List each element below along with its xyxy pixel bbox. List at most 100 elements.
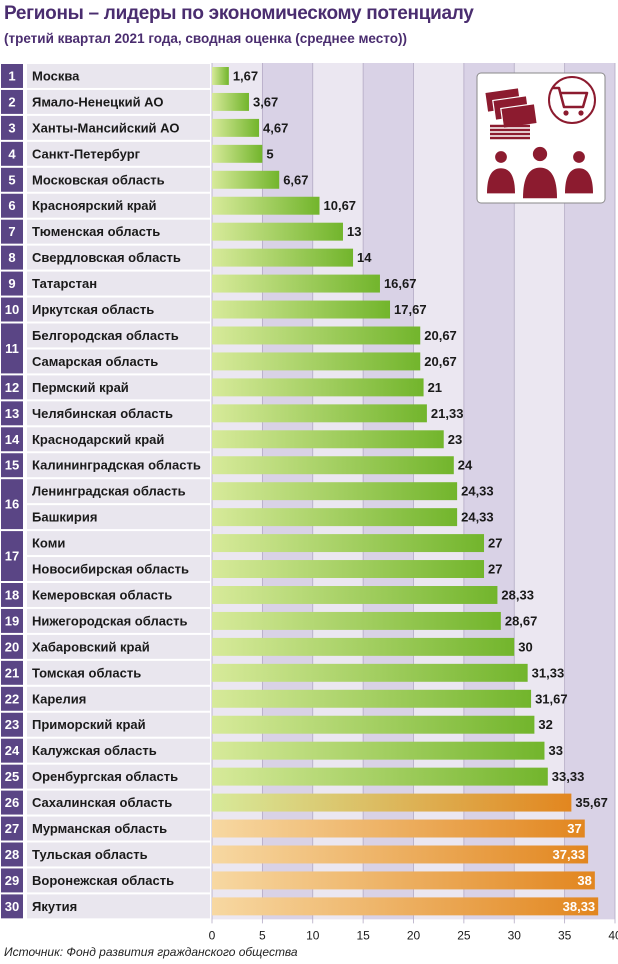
rank-label: 16 — [5, 497, 19, 512]
tick-label: 15 — [356, 928, 370, 942]
bar — [212, 637, 515, 656]
person-head — [532, 146, 548, 162]
category-label: Мурманская область — [32, 821, 167, 836]
rank-box — [1, 141, 23, 166]
row-band — [27, 245, 210, 270]
rank-box — [1, 608, 23, 633]
rank-label: 12 — [5, 380, 19, 395]
row-band — [27, 167, 210, 192]
category-label: Сахалинская область — [32, 795, 172, 810]
rank-label: 27 — [5, 821, 19, 836]
bar — [212, 456, 454, 475]
rank-label: 17 — [5, 549, 19, 564]
bar — [212, 326, 421, 345]
person-head — [573, 151, 585, 163]
rank-box — [1, 219, 23, 244]
rank-label: 19 — [5, 613, 19, 628]
banknote-icon — [500, 103, 538, 129]
rank-label: 30 — [5, 899, 19, 914]
bar — [212, 586, 498, 604]
value-label: 35,67 — [575, 795, 608, 810]
category-label: Карелия — [32, 691, 86, 706]
row-band — [27, 219, 210, 244]
rank-box — [1, 738, 23, 763]
row-band — [27, 271, 210, 296]
value-label: 21 — [428, 380, 442, 395]
value-label: 1,67 — [233, 68, 258, 83]
row-band — [27, 479, 210, 504]
rank-label: 8 — [8, 250, 15, 265]
rank-box — [1, 297, 23, 322]
row-band — [27, 868, 210, 893]
rank-box — [1, 686, 23, 711]
bar — [212, 118, 260, 137]
value-label: 24,33 — [461, 484, 494, 499]
row-band — [27, 608, 210, 633]
row-band — [27, 816, 210, 841]
rank-label: 1 — [8, 68, 15, 83]
category-label: Краснодарский край — [32, 432, 164, 447]
row-band — [27, 686, 210, 711]
category-label: Красноярский край — [32, 198, 156, 213]
row-band — [27, 842, 210, 867]
value-label: 37,33 — [553, 847, 586, 862]
value-label: 38,33 — [563, 899, 596, 914]
row-band — [27, 115, 210, 140]
value-label: 10,67 — [324, 198, 357, 213]
rank-box — [1, 245, 23, 270]
value-label: 38 — [577, 873, 591, 888]
row-band — [27, 634, 210, 659]
value-label: 13 — [347, 224, 361, 239]
bar — [212, 611, 501, 630]
row-band — [27, 583, 210, 607]
rank-box — [1, 479, 23, 530]
rank-box — [1, 375, 23, 400]
rank-label: 4 — [8, 146, 16, 161]
value-label: 37 — [567, 821, 581, 836]
shopping-cart-icon — [553, 86, 589, 109]
bar — [212, 560, 485, 578]
bar — [212, 274, 380, 293]
rank-box — [1, 764, 23, 789]
rank-label: 9 — [8, 276, 15, 291]
value-label: 17,67 — [394, 302, 427, 317]
category-label: Калужская область — [32, 743, 157, 758]
row-band — [27, 349, 210, 374]
tick-label: 5 — [259, 928, 266, 942]
rank-label: 14 — [5, 432, 20, 447]
rank-box — [1, 64, 23, 88]
category-label: Белгородская область — [32, 328, 179, 343]
category-label: Калининградская область — [32, 458, 201, 473]
rank-box — [1, 167, 23, 192]
bar — [212, 248, 354, 267]
row-band — [27, 738, 210, 763]
row-band — [27, 764, 210, 789]
bar-chart: 1234567891011121314151617181920212223242… — [1, 63, 618, 942]
value-label: 28,67 — [505, 613, 538, 628]
row-band — [27, 297, 210, 322]
person-head — [495, 151, 507, 163]
tick-label: 10 — [306, 928, 320, 942]
value-label: 27 — [488, 536, 502, 551]
row-band — [27, 505, 210, 530]
person-body — [487, 168, 515, 194]
value-label: 14 — [357, 250, 372, 265]
cart-wheel — [578, 110, 584, 116]
rank-box — [1, 115, 23, 140]
bar — [212, 819, 585, 838]
bar — [212, 170, 280, 189]
row-band — [27, 660, 210, 685]
rank-label: 7 — [8, 224, 15, 239]
category-label: Воронежская область — [32, 873, 174, 888]
rank-label: 29 — [5, 873, 19, 888]
row-band — [27, 531, 210, 556]
rank-label: 26 — [5, 795, 19, 810]
value-label: 5 — [266, 146, 273, 161]
rank-label: 25 — [5, 769, 19, 784]
cart-wheel — [563, 110, 569, 116]
rank-label: 10 — [5, 302, 19, 317]
value-label: 20,67 — [424, 354, 457, 369]
bar — [212, 663, 528, 682]
bar — [212, 67, 229, 85]
bar — [212, 196, 320, 215]
